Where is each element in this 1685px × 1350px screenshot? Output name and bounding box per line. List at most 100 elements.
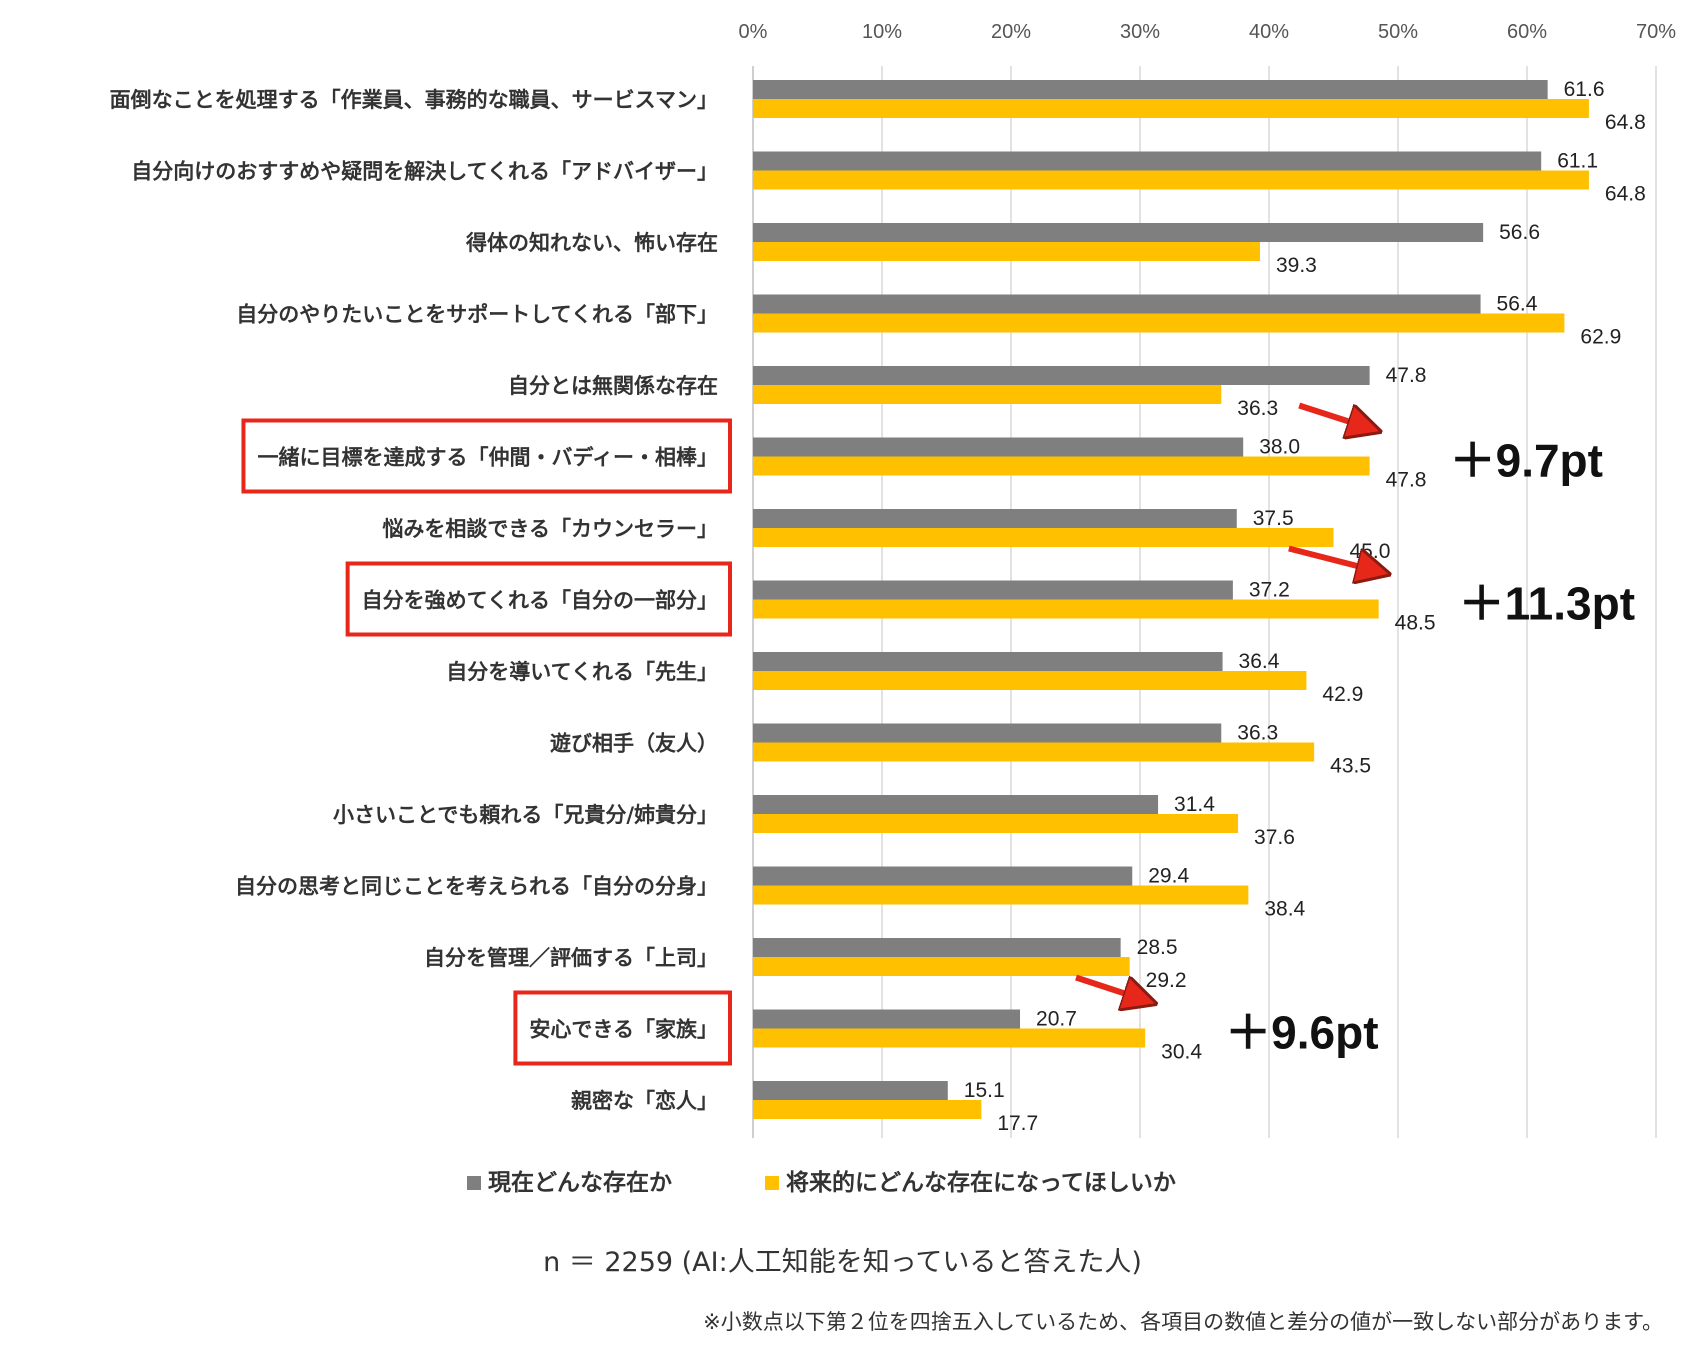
value-label-current: 15.1 — [964, 1079, 1005, 1102]
highlight-box — [241, 418, 732, 494]
x-tick-label: 40% — [1249, 21, 1289, 43]
value-label-current: 47.8 — [1386, 364, 1427, 387]
value-label-future: 38.4 — [1264, 898, 1305, 921]
value-label-current: 20.7 — [1036, 1008, 1077, 1031]
bar-current — [753, 795, 1159, 814]
value-label-current: 36.4 — [1239, 650, 1280, 673]
legend-label-current: 現在どんな存在か — [488, 1169, 672, 1196]
rounding-footnote: ※小数点以下第２位を四捨五入しているため、各項目の数値と差分の値が一致しない部分… — [703, 1310, 1663, 1334]
value-label-future: 48.5 — [1395, 612, 1436, 635]
bar-future — [753, 814, 1239, 833]
bar-current — [753, 223, 1484, 242]
value-label-current: 37.2 — [1249, 579, 1290, 602]
bar-current — [753, 1081, 948, 1100]
bar-future — [753, 957, 1130, 976]
bar-current — [753, 1009, 1021, 1029]
category-label: 自分を管理／評価する「上司」 — [424, 946, 718, 970]
bar-current — [753, 294, 1481, 314]
value-label-future: 64.8 — [1605, 111, 1646, 134]
value-label-current: 38.0 — [1259, 436, 1300, 459]
bar-current — [753, 938, 1121, 957]
x-tick-label: 10% — [862, 21, 902, 43]
bar-current — [753, 151, 1542, 171]
value-label-future: 64.8 — [1605, 183, 1646, 206]
category-labels: 面倒なことを処理する「作業員、事務的な職員、サービスマン」自分向けのおすすめや疑… — [110, 88, 718, 1113]
x-tick-label: 20% — [991, 21, 1031, 43]
value-label-future: 42.9 — [1322, 683, 1363, 706]
value-label-future: 39.3 — [1276, 254, 1317, 277]
value-label-current: 36.3 — [1237, 722, 1278, 745]
bar-current — [753, 723, 1222, 743]
value-label-current: 61.6 — [1564, 78, 1605, 101]
value-label-future: 43.5 — [1330, 755, 1371, 778]
x-tick-label: 0% — [739, 21, 768, 43]
value-label-current: 56.4 — [1497, 293, 1538, 316]
sample-size-note: n ＝ 2259 (AI:人工知能を知っていると答えた人) — [543, 1247, 1142, 1278]
value-label-current: 56.6 — [1499, 221, 1540, 244]
x-tick-label: 70% — [1636, 21, 1676, 43]
bar-current — [753, 366, 1370, 385]
bar-current — [753, 652, 1223, 671]
category-label: 自分とは無関係な存在 — [508, 374, 718, 398]
x-axis-ticks: 0% 10% 20% 30% 40% 50% 60% 70% — [739, 21, 1677, 43]
bar-future — [753, 242, 1260, 261]
bar-future — [753, 1100, 982, 1119]
difference-label: ＋9.7pt — [1450, 435, 1603, 487]
category-label: 自分を強めてくれる「自分の一部分」 — [362, 589, 718, 613]
bar-future — [753, 599, 1379, 619]
category-label: 自分を導いてくれる「先生」 — [446, 660, 718, 684]
legend-swatch-current — [467, 1176, 481, 1190]
difference-label: ＋11.3pt — [1459, 578, 1635, 630]
highlight-box — [345, 561, 732, 637]
value-label-future: 30.4 — [1161, 1041, 1202, 1064]
value-label-future: 29.2 — [1146, 969, 1187, 992]
highlight-box — [513, 990, 732, 1066]
bar-current — [753, 580, 1233, 600]
value-label-current: 61.1 — [1557, 150, 1598, 173]
value-label-future: 36.3 — [1237, 397, 1278, 420]
value-label-current: 29.4 — [1148, 865, 1189, 888]
value-label-current: 31.4 — [1174, 793, 1215, 816]
category-label: 悩みを相談できる「カウンセラー」 — [382, 517, 718, 541]
value-label-future: 47.8 — [1386, 469, 1427, 492]
category-label: 遊び相手（友人） — [550, 732, 718, 756]
bar-current — [753, 80, 1548, 99]
value-labels: 61.664.861.164.856.639.356.462.947.836.3… — [964, 78, 1646, 1135]
bar-future — [753, 885, 1249, 905]
bar-future — [753, 671, 1307, 690]
bar-future — [753, 313, 1565, 333]
legend: 現在どんな存在か 将来的にどんな存在になってほしいか — [467, 1169, 1176, 1196]
highlights: ＋9.7pt ＋11.3pt ＋9.6pt — [241, 402, 1635, 1066]
value-label-future: 37.6 — [1254, 826, 1295, 849]
category-label: 安心できる「家族」 — [529, 1018, 718, 1042]
bar-current — [753, 866, 1133, 886]
category-label: 得体の知れない、怖い存在 — [465, 231, 718, 255]
value-label-future: 45.0 — [1350, 540, 1391, 563]
value-label-current: 37.5 — [1253, 507, 1294, 530]
x-tick-label: 60% — [1507, 21, 1547, 43]
category-label: 親密な「恋人」 — [571, 1089, 718, 1113]
increase-arrow — [1288, 545, 1383, 573]
category-label: 自分のやりたいことをサポートしてくれる「部下」 — [236, 303, 718, 327]
category-label: 面倒なことを処理する「作業員、事務的な職員、サービスマン」 — [110, 88, 718, 112]
increase-arrow — [1075, 974, 1149, 1002]
bar-current — [753, 509, 1237, 528]
x-tick-label: 50% — [1378, 21, 1418, 43]
bars — [753, 80, 1589, 1119]
increase-arrow — [1298, 402, 1373, 430]
legend-swatch-future — [765, 1176, 779, 1190]
bar-future — [753, 385, 1222, 404]
bar-current — [753, 437, 1244, 457]
bar-future — [753, 170, 1589, 190]
value-label-future: 62.9 — [1580, 326, 1621, 349]
legend-label-future: 将来的にどんな存在になってほしいか — [786, 1169, 1176, 1196]
category-label: 自分の思考と同じことを考えられる「自分の分身」 — [235, 875, 718, 899]
category-label: 一緒に目標を達成する「仲間・バディー・相棒」 — [257, 446, 718, 470]
category-label: 小さいことでも頼れる「兄貴分/姉貴分」 — [333, 803, 718, 827]
bar-future — [753, 99, 1589, 118]
category-label: 自分向けのおすすめや疑問を解決してくれる「アドバイザー」 — [131, 160, 718, 184]
value-label-future: 17.7 — [997, 1112, 1038, 1135]
bar-future — [753, 456, 1370, 476]
value-label-current: 28.5 — [1137, 936, 1178, 959]
x-tick-label: 30% — [1120, 21, 1160, 43]
